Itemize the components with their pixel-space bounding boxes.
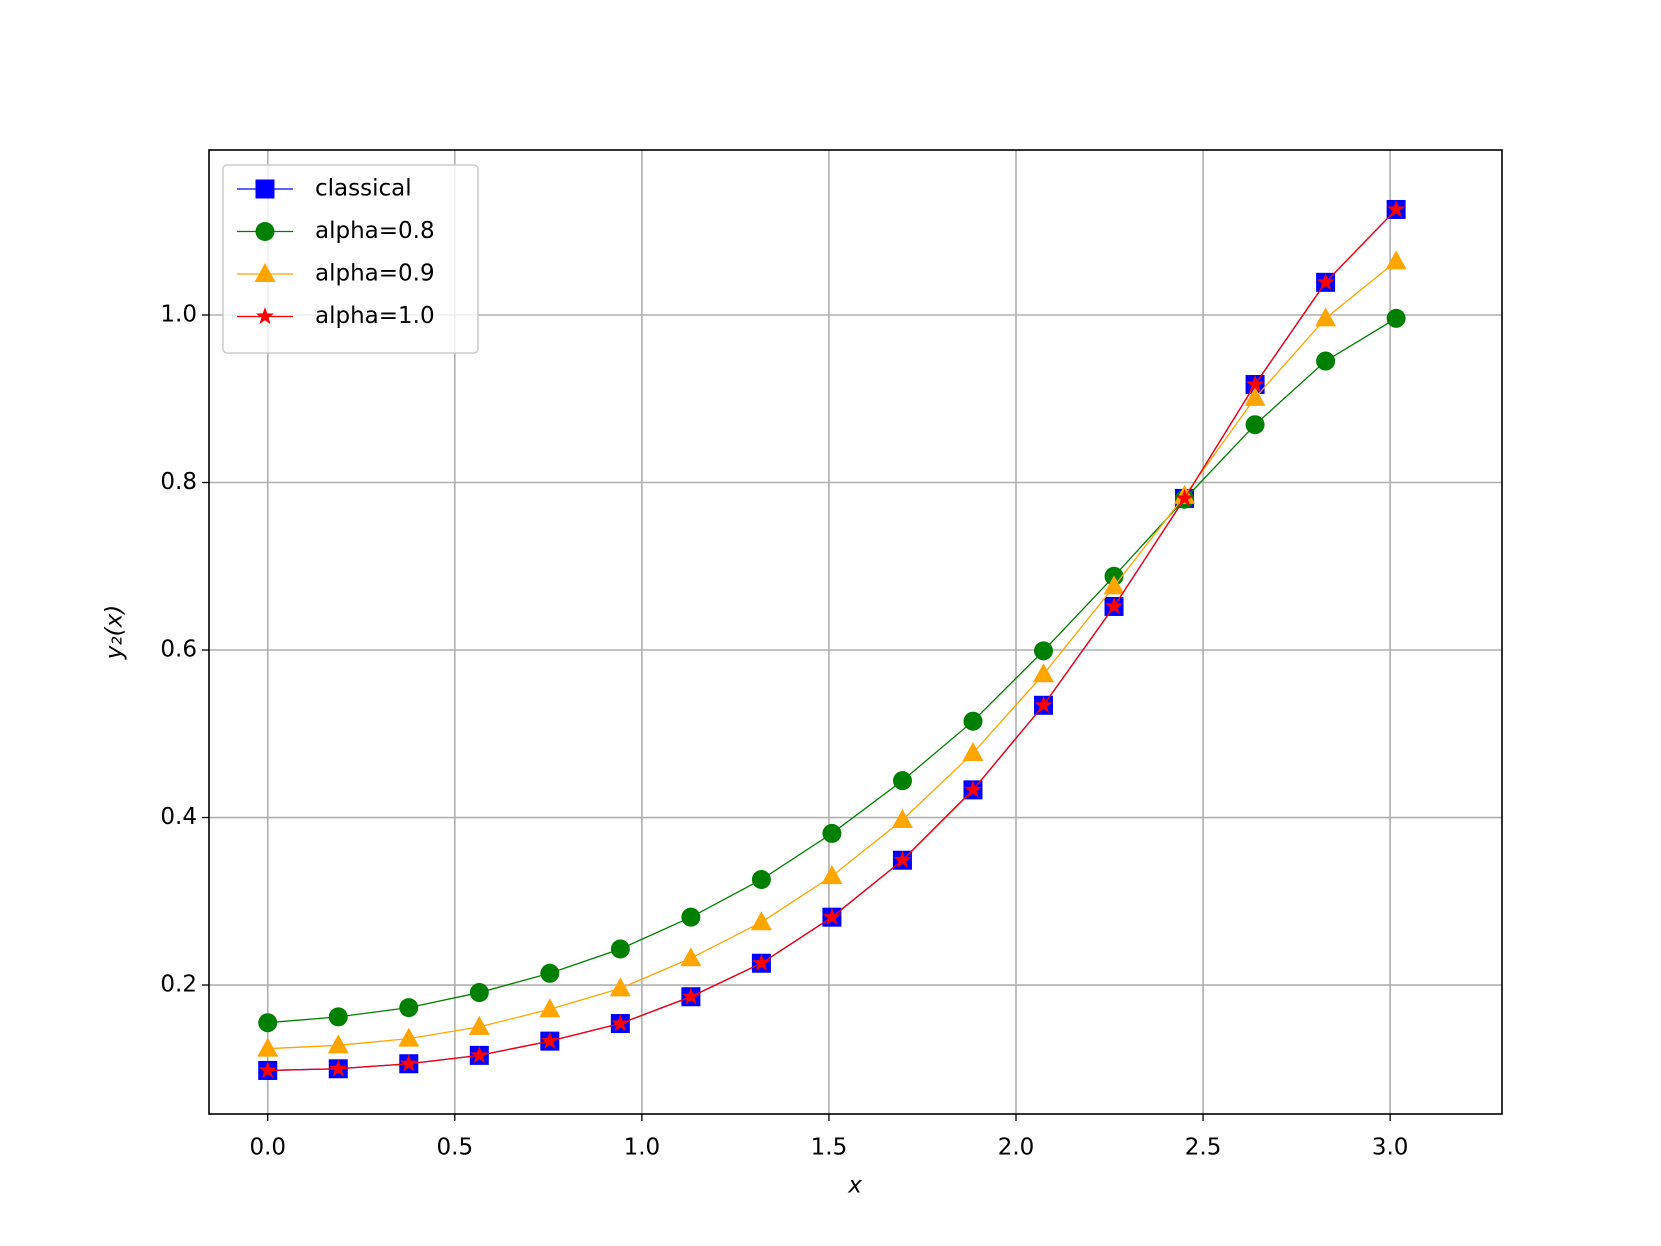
marker — [540, 963, 560, 983]
marker — [611, 1014, 630, 1032]
marker — [893, 850, 912, 868]
x-tick-label: 1.5 — [811, 1135, 848, 1161]
marker — [1033, 663, 1055, 683]
legend-label: classical — [315, 176, 412, 202]
marker — [539, 998, 561, 1018]
x-tick-label: 1.0 — [624, 1135, 661, 1161]
marker — [257, 1037, 279, 1057]
marker — [822, 823, 842, 843]
marker — [1245, 415, 1265, 435]
marker — [1386, 308, 1406, 328]
marker — [258, 1060, 277, 1079]
marker — [328, 1007, 348, 1027]
marker — [962, 742, 984, 762]
marker — [1034, 695, 1053, 713]
marker — [1387, 199, 1406, 218]
marker — [399, 998, 419, 1018]
marker — [609, 977, 631, 997]
marker — [1315, 307, 1337, 327]
marker — [752, 953, 771, 971]
marker — [254, 263, 276, 282]
marker — [1385, 250, 1407, 270]
marker — [255, 179, 275, 199]
marker — [1034, 641, 1054, 661]
x-tick-label: 0.0 — [249, 1135, 286, 1161]
marker — [891, 809, 913, 829]
marker — [680, 947, 702, 967]
marker — [1316, 272, 1335, 291]
marker — [398, 1027, 420, 1047]
y-tick-label: 0.4 — [160, 804, 197, 830]
marker — [821, 865, 843, 885]
y-tick-label: 0.6 — [160, 637, 197, 663]
marker — [892, 771, 912, 791]
marker — [329, 1059, 348, 1077]
legend-label: alpha=1.0 — [315, 303, 435, 329]
x-tick-label: 2.0 — [998, 1135, 1035, 1161]
y-tick-label: 0.2 — [160, 972, 197, 998]
marker — [822, 907, 841, 925]
legend-box — [222, 164, 479, 354]
y-axis-label: y₂(x) — [102, 605, 128, 660]
y-tick-label: 1.0 — [160, 301, 197, 327]
marker — [681, 907, 701, 927]
marker — [255, 222, 275, 241]
marker — [470, 1045, 489, 1064]
x-tick-label: 3.0 — [1372, 1135, 1409, 1161]
x-tick-label: 0.5 — [437, 1135, 474, 1161]
marker — [750, 911, 772, 931]
marker — [1244, 386, 1266, 406]
marker — [258, 1013, 278, 1033]
marker — [327, 1034, 349, 1054]
plot-frame — [208, 149, 1503, 1115]
marker — [751, 869, 771, 889]
x-tick-label: 2.5 — [1185, 1135, 1222, 1161]
marker — [1103, 575, 1125, 595]
marker — [610, 939, 630, 959]
x-axis-label: x — [847, 1173, 862, 1199]
marker — [255, 307, 275, 325]
marker — [963, 780, 983, 798]
legend-label: alpha=0.9 — [315, 261, 435, 287]
marker — [963, 711, 983, 731]
marker — [399, 1054, 418, 1072]
marker — [1175, 488, 1194, 507]
marker — [1104, 596, 1124, 615]
legend: classical alpha=0.8 alpha=0.9 alpha=1.0 — [222, 164, 479, 354]
marker — [468, 1015, 490, 1035]
marker — [1316, 351, 1336, 371]
marker — [540, 1031, 559, 1049]
legend-label: alpha=0.8 — [315, 218, 435, 244]
marker — [469, 983, 489, 1003]
series-line — [267, 260, 1397, 1050]
marker — [1246, 375, 1265, 393]
marker — [681, 987, 700, 1005]
y-tick-label: 0.8 — [160, 469, 197, 495]
